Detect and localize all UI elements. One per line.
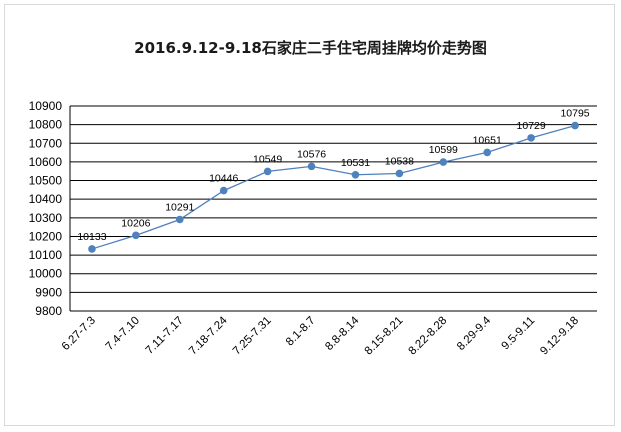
data-label: 10133 — [77, 231, 106, 243]
data-label: 10576 — [297, 148, 326, 160]
gridlines — [69, 105, 597, 312]
y-tick-label: 9900 — [35, 285, 62, 299]
x-tick-label: 8.29-9.4 — [455, 314, 494, 353]
x-tick-label: 8.22-8.28 — [407, 315, 450, 358]
data-point — [175, 215, 184, 224]
data-point — [439, 158, 448, 166]
data-label: 10729 — [517, 120, 546, 132]
data-point — [395, 169, 404, 178]
data-label: 10291 — [165, 201, 194, 213]
data-label: 10446 — [209, 173, 238, 185]
data-point — [483, 148, 492, 157]
data-point — [263, 167, 272, 176]
y-tick-label: 10000 — [29, 267, 63, 281]
y-tick-label: 9800 — [35, 304, 62, 318]
x-tick-label: 7.18-7.24 — [187, 314, 230, 357]
y-tick-label: 10900 — [29, 99, 63, 113]
x-tick-label: 8.15-8.21 — [363, 315, 406, 358]
data-label: 10795 — [560, 108, 589, 120]
data-label: 10599 — [429, 144, 458, 156]
y-tick-label: 10400 — [29, 192, 63, 206]
x-tick-label: 9.12-9.18 — [538, 315, 581, 358]
x-tick-label: 9.5-9.11 — [500, 315, 538, 353]
data-point — [571, 121, 579, 130]
y-tick-label: 10700 — [29, 136, 63, 150]
y-tick-label: 10300 — [29, 211, 63, 225]
y-tick-label: 10500 — [29, 174, 63, 188]
x-tick-label: 8.8-8.14 — [323, 314, 362, 353]
data-label: 10549 — [253, 153, 282, 165]
y-tick-label: 10200 — [29, 229, 63, 243]
x-tick-label: 7.25-7.31 — [231, 315, 274, 358]
data-point — [307, 162, 316, 171]
data-point — [132, 231, 140, 240]
data-label: 10538 — [385, 155, 414, 167]
x-axis-ticks: 6.27-7.3 7.4-7.10 7.11-7.17 7.18-7.24 7.25-7… — [60, 314, 581, 357]
data-point — [527, 134, 535, 142]
data-label: 10651 — [473, 134, 502, 146]
y-tick-label: 10100 — [29, 248, 63, 262]
y-tick-label: 10800 — [29, 118, 63, 132]
x-tick-label: 6.27-7.3 — [60, 315, 98, 353]
data-point — [88, 245, 96, 253]
x-tick-label: 8.1-8.7 — [284, 315, 318, 349]
y-tick-label: 10600 — [29, 155, 63, 169]
data-point — [351, 170, 360, 179]
y-axis-ticks: 9800 9900 10000 10100 10200 10300 10400 10500 10… — [29, 99, 63, 318]
series-markers — [88, 121, 579, 253]
data-point — [219, 186, 228, 195]
data-label: 10206 — [121, 217, 150, 229]
chart-title: 2016.9.12-9.18石家庄二手住宅周挂牌均价走势图 — [134, 39, 487, 57]
x-tick-label: 7.4-7.10 — [104, 315, 142, 353]
x-tick-label: 7.11-7.17 — [144, 315, 186, 357]
data-labels: 10133 10206 10291 10446 10549 10576 10531 10538… — [77, 108, 589, 243]
data-label: 10531 — [341, 157, 370, 169]
chart-frame — [4, 4, 615, 426]
series-line — [91, 124, 576, 250]
